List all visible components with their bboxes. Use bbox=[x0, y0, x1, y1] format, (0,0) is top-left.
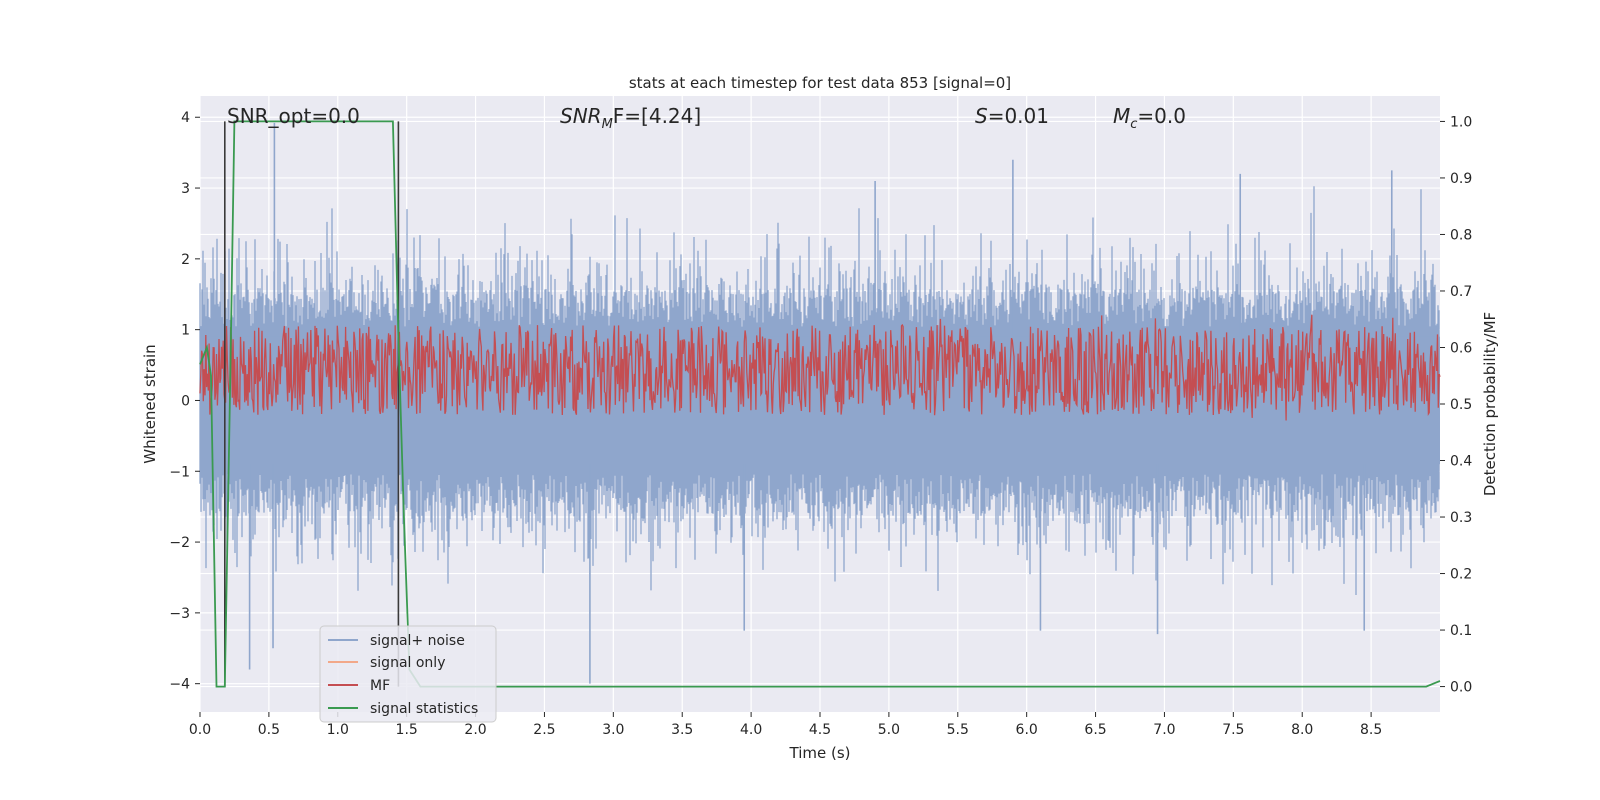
s-annotation: S=0.01 bbox=[975, 104, 1049, 128]
y-tick-label: 0 bbox=[181, 393, 190, 409]
legend-label-mf: MF bbox=[370, 678, 390, 694]
legend-box bbox=[319, 625, 497, 723]
x-tick-label: 7.5 bbox=[1222, 722, 1244, 738]
x-tick-label: 3.5 bbox=[671, 722, 693, 738]
x-tick-label: 6.0 bbox=[1016, 722, 1038, 738]
x-tick-label: 8.5 bbox=[1360, 722, 1382, 738]
s-value: =0.01 bbox=[988, 104, 1049, 128]
y-axis-label: Whitened strain bbox=[141, 344, 159, 463]
y2-tick-label: 0.3 bbox=[1450, 510, 1472, 526]
vertical-markers bbox=[224, 121, 400, 687]
x-tick-label: 5.0 bbox=[878, 722, 900, 738]
y-tick-label: −4 bbox=[169, 677, 190, 693]
mc-value: =0.0 bbox=[1137, 104, 1186, 128]
snr-opt-annotation: SNR_opt=0.0 bbox=[227, 104, 360, 128]
y2-tick-label: 0.2 bbox=[1450, 567, 1472, 583]
y2-tick-label: 0.5 bbox=[1450, 397, 1472, 413]
y2-tick-label: 0.4 bbox=[1450, 454, 1472, 470]
snr-mf-base: SNR bbox=[560, 104, 602, 128]
y-tick-label: −2 bbox=[169, 535, 190, 551]
mf-series bbox=[199, 314, 1441, 421]
y2-tick-label: 1.0 bbox=[1450, 114, 1472, 130]
y2-tick-label: 0.1 bbox=[1450, 623, 1472, 639]
x-tick-label: 4.5 bbox=[809, 722, 831, 738]
x-tick-label: 2.5 bbox=[533, 722, 555, 738]
x-tick-label: 0.0 bbox=[189, 722, 211, 738]
snr-mf-value: F=[4.24] bbox=[613, 104, 701, 128]
chart-title: stats at each timestep for test data 853… bbox=[629, 74, 1011, 92]
x-tick-label: 4.0 bbox=[740, 722, 762, 738]
x-tick-label: 3.0 bbox=[602, 722, 624, 738]
y-tick-label: −3 bbox=[169, 606, 190, 622]
y2-tick-label: 0.9 bbox=[1450, 171, 1472, 187]
x-tick-label: 6.5 bbox=[1084, 722, 1106, 738]
x-axis-label: Time (s) bbox=[789, 744, 851, 762]
x-tick-label: 5.5 bbox=[947, 722, 969, 738]
snr-mf-annotation: SNRMF=[4.24] bbox=[560, 104, 701, 132]
x-axis-ticks: 0.0 0.5 1.0 1.5 2.0 2.5 3.0 3.5 4.0 4.5 5.0 5.5 6.0 6… bbox=[189, 712, 1382, 738]
s-var: S bbox=[975, 104, 988, 128]
x-tick-label: 8.0 bbox=[1291, 722, 1313, 738]
x-tick-label: 1.5 bbox=[396, 722, 418, 738]
y-tick-label: 1 bbox=[181, 323, 190, 339]
y2-tick-label: 0.8 bbox=[1450, 227, 1472, 243]
mc-annotation: Mc=0.0 bbox=[1113, 104, 1186, 132]
y-tick-label: 4 bbox=[181, 110, 190, 126]
mc-base: M bbox=[1113, 104, 1130, 128]
y2-axis-label: Detection probability/MF bbox=[1481, 312, 1499, 496]
legend-label-signal-only: signal only bbox=[370, 655, 445, 671]
mc-sub: c bbox=[1130, 117, 1137, 132]
x-tick-label: 7.0 bbox=[1153, 722, 1175, 738]
y2-tick-label: 0.7 bbox=[1450, 284, 1472, 300]
x-tick-label: 1.0 bbox=[327, 722, 349, 738]
legend-label-signal-noise: signal+ noise bbox=[370, 633, 465, 649]
legend: signal+ noise signal only MF signal stat… bbox=[319, 625, 497, 723]
y2-tick-label: 0.6 bbox=[1450, 340, 1472, 356]
y2-axis-ticks: 1.0 0.9 0.8 0.7 0.6 0.5 0.4 0.3 0.2 0.1 0.0 bbox=[1440, 114, 1472, 696]
y2-tick-label: 0.0 bbox=[1450, 680, 1472, 696]
y-tick-label: 3 bbox=[181, 181, 190, 197]
legend-label-signal-statistics: signal statistics bbox=[370, 701, 478, 717]
snr-mf-sub: M bbox=[602, 117, 613, 132]
mf-trace bbox=[199, 314, 1441, 421]
x-tick-label: 0.5 bbox=[258, 722, 280, 738]
x-tick-label: 2.0 bbox=[464, 722, 486, 738]
y-tick-label: 2 bbox=[181, 252, 190, 268]
y-tick-label: −1 bbox=[169, 464, 190, 480]
y-axis-ticks: 4 3 2 1 0 −1 −2 −3 −4 bbox=[169, 110, 200, 693]
